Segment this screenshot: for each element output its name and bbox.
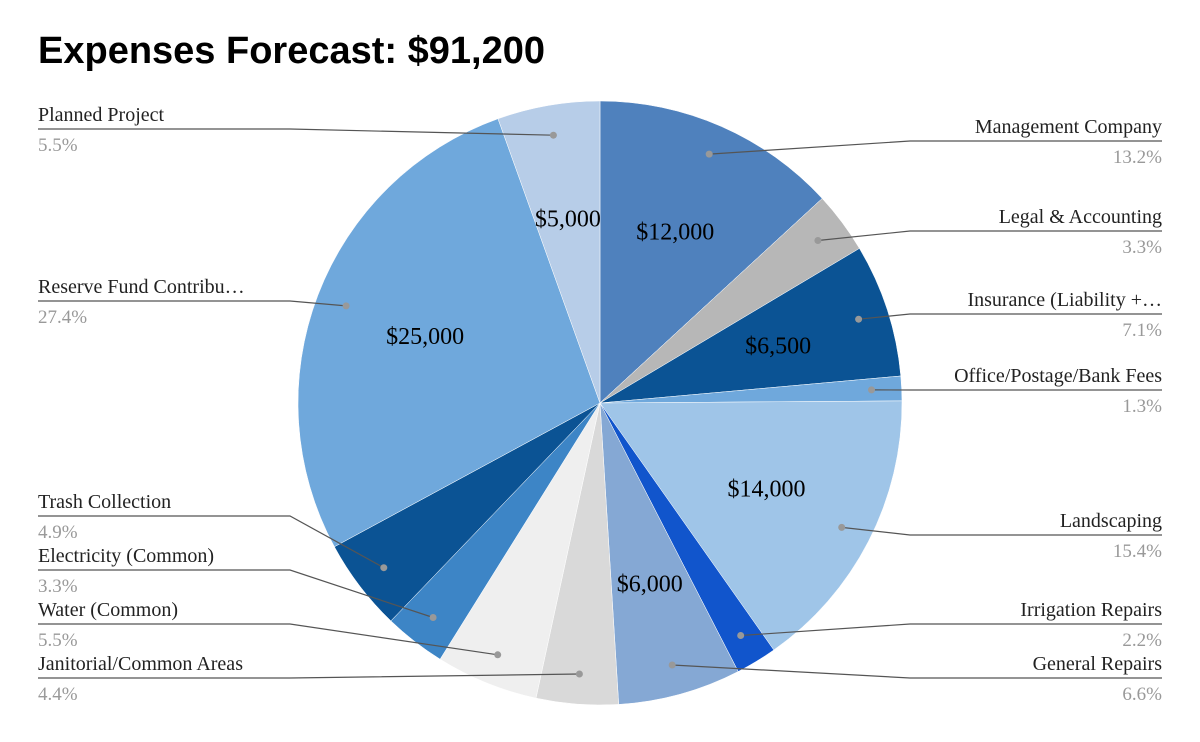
leader-dot <box>575 670 583 678</box>
slice-value-label: $5,000 <box>535 207 601 233</box>
slice-name-label: Planned Project <box>38 104 165 126</box>
leader-dot <box>838 523 846 531</box>
slice-percent-label: 7.1% <box>1122 320 1162 341</box>
slice-name-label: Janitorial/Common Areas <box>38 653 243 675</box>
slice-name-label: Legal & Accounting <box>999 206 1162 228</box>
slice-percent-label: 27.4% <box>38 307 87 328</box>
leader-line <box>841 526 1162 536</box>
slice-percent-label: 5.5% <box>38 135 78 156</box>
pie-slice-general-repairs[interactable] <box>599 402 739 705</box>
leader-line <box>38 623 498 656</box>
leader-line <box>709 140 1162 155</box>
leader-line <box>672 664 1162 679</box>
leader-dot <box>737 632 745 639</box>
slice-percent-label: 3.3% <box>1122 237 1162 258</box>
pie-slice-planned-project[interactable] <box>497 100 601 404</box>
slice-name-label: Electricity (Common) <box>38 545 214 567</box>
slice-percent-label: 4.9% <box>38 522 78 543</box>
slice-percent-label: 1.3% <box>1122 396 1162 417</box>
leader-dot <box>868 386 875 394</box>
slice-percent-label: 2.2% <box>1122 630 1162 651</box>
leader-line <box>38 515 385 569</box>
slice-percent-label: 13.2% <box>1113 147 1162 168</box>
slice-name-label: Reserve Fund Contribu… <box>38 276 245 298</box>
slice-value-label: $6,000 <box>617 572 683 598</box>
leader-line <box>38 300 347 307</box>
slice-name-label: Management Company <box>975 116 1162 138</box>
slice-name-label: Insurance (Liability +… <box>967 289 1162 311</box>
leader-dot <box>494 651 502 659</box>
slice-name-label: Water (Common) <box>38 599 178 621</box>
slice-name-label: Irrigation Repairs <box>1020 599 1162 621</box>
slice-value-label: $6,500 <box>745 333 811 359</box>
slice-name-label: Landscaping <box>1060 510 1162 532</box>
leader-line <box>38 128 554 136</box>
slice-name-label: General Repairs <box>1033 653 1163 675</box>
leader-line <box>38 569 434 619</box>
leader-dot <box>342 302 350 310</box>
slice-percent-label: 4.4% <box>38 684 78 705</box>
leader-line <box>740 623 1162 637</box>
slice-value-label: $25,000 <box>386 324 464 350</box>
leader-line <box>817 230 1162 242</box>
pie-slices <box>297 100 903 706</box>
pie-slice-management-company[interactable] <box>599 100 823 404</box>
slice-name-label: Office/Postage/Bank Fees <box>954 365 1162 387</box>
slice-percent-label: 5.5% <box>38 630 78 651</box>
leader-dot <box>549 131 557 139</box>
leader-dot <box>705 150 713 158</box>
leader-line <box>38 673 580 679</box>
pie-slice-reserve-fund-contribution[interactable] <box>297 118 601 548</box>
slice-percent-label: 15.4% <box>1113 541 1162 562</box>
slice-value-label: $14,000 <box>728 477 806 503</box>
slice-percent-label: 3.3% <box>38 576 78 597</box>
leader-dot <box>814 237 822 244</box>
leader-dot <box>380 564 388 572</box>
leader-dot <box>668 661 676 669</box>
leader-dot <box>855 315 863 323</box>
slice-name-label: Trash Collection <box>38 491 171 513</box>
leader-labels: Management Company 13.2% Legal & Accountin… <box>38 104 1162 705</box>
pie-slice-insurance-liability[interactable] <box>599 248 902 404</box>
slice-value-labels: $12,000 $6,500 $14,000 $6,000 $25,000 $5,000 <box>386 207 811 598</box>
leader-dot <box>429 614 437 621</box>
slice-percent-label: 6.6% <box>1122 684 1162 705</box>
chart-title: Expenses Forecast: $91,200 <box>38 30 545 72</box>
leader-line <box>858 313 1162 320</box>
slice-value-label: $12,000 <box>636 220 714 246</box>
